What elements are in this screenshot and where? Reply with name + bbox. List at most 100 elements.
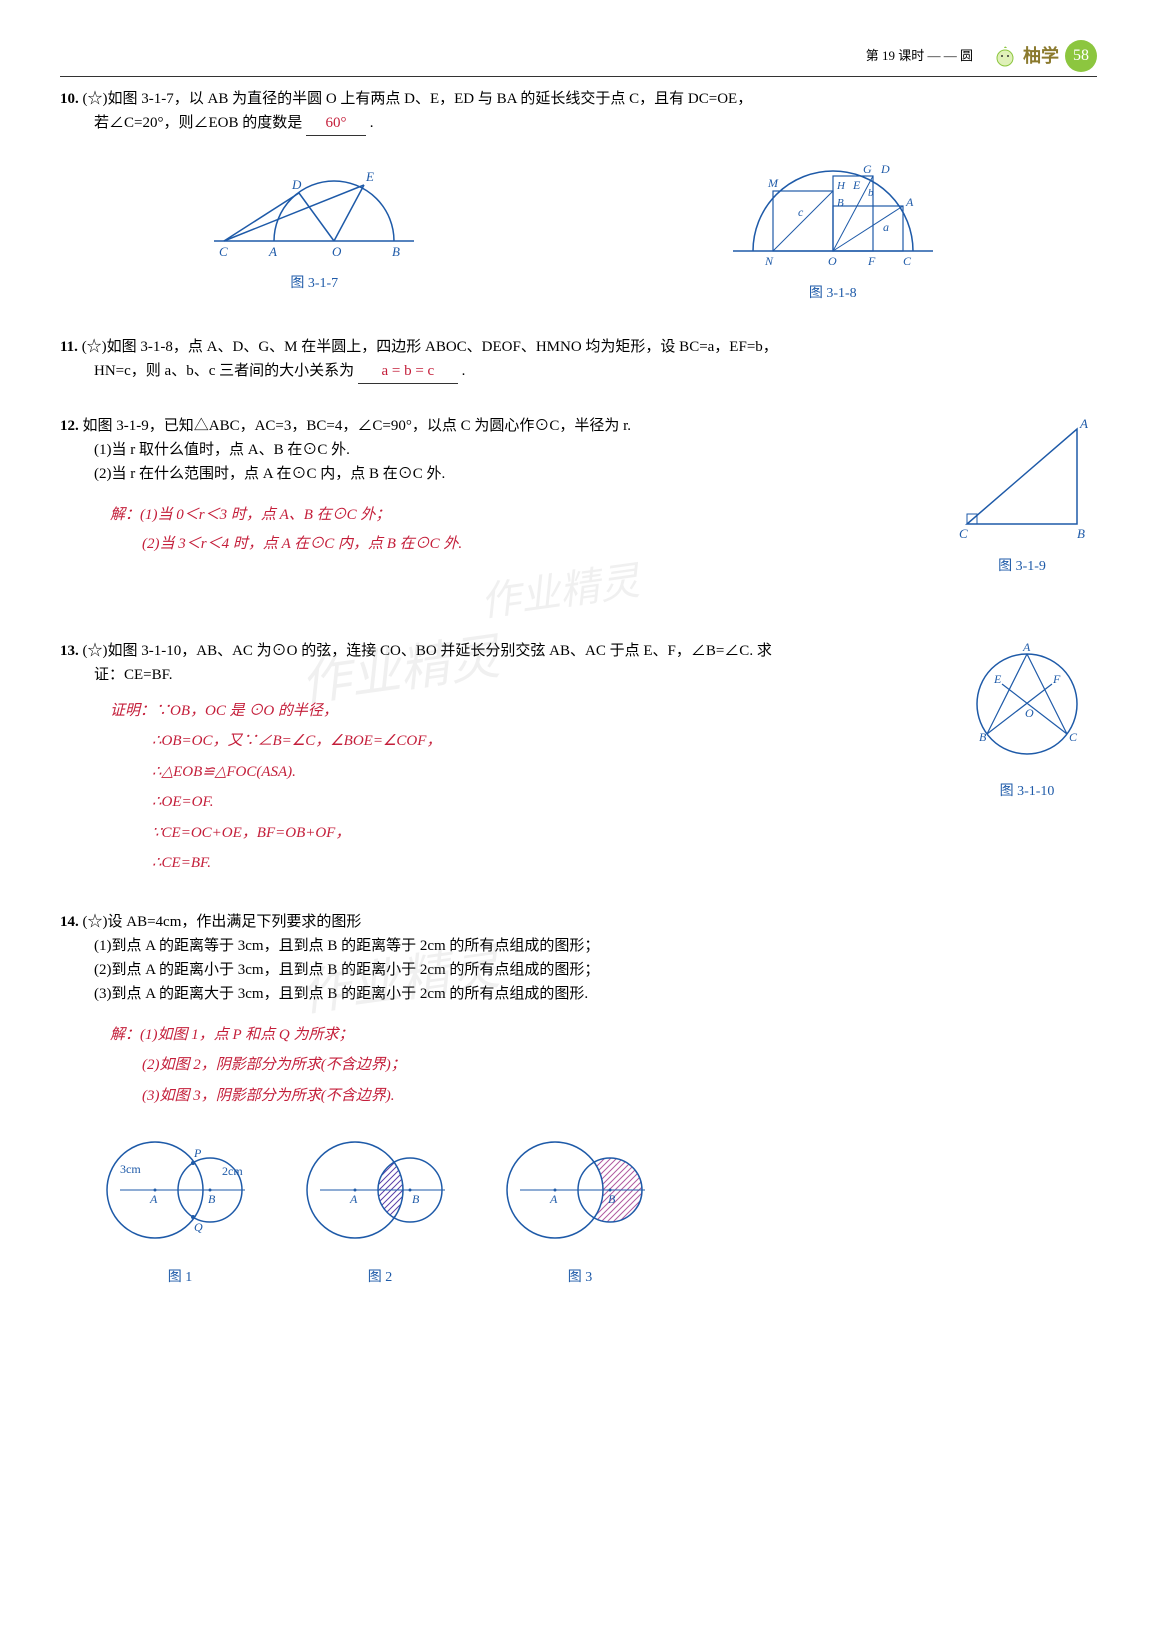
q13-p6: ∴CE=BF. (152, 849, 1097, 878)
page-number-badge: 58 (1065, 40, 1097, 72)
q11-body2: HN=c，则 a、b、c 三者间的大小关系为 (94, 363, 354, 379)
svg-text:D: D (291, 177, 302, 192)
q10-body1: (☆)如图 3-1-7，以 AB 为直径的半圆 O 上有两点 D、E，ED 与 … (83, 91, 753, 107)
q14-sub1: (1)到点 A 的距离等于 3cm，且到点 B 的距离等于 2cm 的所有点组成… (94, 938, 599, 954)
svg-text:A: A (1022, 640, 1031, 654)
q10-body2: 若∠C=20°，则∠EOB 的度数是 (94, 115, 302, 131)
q13-body1: (☆)如图 3-1-10，AB、AC 为⊙O 的弦，连接 CO、BO 并延长分别… (83, 643, 772, 659)
svg-text:a: a (883, 220, 889, 234)
svg-text:E: E (852, 178, 861, 192)
svg-text:H: H (836, 180, 846, 192)
fig-3-1-10-caption: 图 3-1-10 (957, 781, 1097, 803)
q14-num: 14. (60, 914, 79, 930)
svg-text:B: B (979, 730, 987, 744)
q12-sub2: (2)当 r 在什么范围时，点 A 在⊙C 内，点 B 在⊙C 外. (94, 466, 445, 482)
svg-text:3cm: 3cm (120, 1162, 141, 1176)
svg-text:B: B (1077, 526, 1085, 541)
q13-body2: 证：CE=BF. (94, 667, 173, 683)
q14-figures: 3cm 2cm A B P Q 图 1 (100, 1125, 1097, 1289)
question-11: 11. (☆)如图 3-1-8，点 A、D、G、M 在半圆上，四边形 ABOC、… (60, 335, 1097, 384)
question-12: C B A 图 3-1-9 12. 如图 3-1-9，已知△ABC，AC=3，B… (60, 414, 1097, 578)
fig1-caption: 图 1 (100, 1267, 260, 1289)
q14-sol3: (3)如图 3，阴影部分为所求(不含边界). (142, 1082, 1097, 1111)
q13-p1: ∵OB，OC 是 ⊙O 的半径， (155, 703, 338, 719)
svg-text:A: A (905, 195, 914, 209)
svg-text:A: A (549, 1192, 558, 1206)
q12-sub1: (1)当 r 取什么值时，点 A、B 在⊙C 外. (94, 442, 350, 458)
q11-num: 11. (60, 339, 78, 355)
svg-text:C: C (959, 526, 968, 541)
q12-sol2: (2)当 3＜r＜4 时，点 A 在⊙C 内，点 B 在⊙C 外. (142, 536, 462, 552)
fig-3-1-9-caption: 图 3-1-9 (947, 556, 1097, 578)
svg-text:C: C (1069, 730, 1078, 744)
svg-text:O: O (1025, 706, 1034, 720)
q10-figures: C A O B D E 图 3-1-7 M H G (60, 151, 1097, 305)
svg-text:Q: Q (194, 1220, 203, 1234)
q14-sol-label: 解： (110, 1027, 140, 1043)
q12-num: 12. (60, 418, 79, 434)
svg-text:B: B (208, 1192, 216, 1206)
q14-sol1: (1)如图 1，点 P 和点 Q 为所求； (140, 1027, 353, 1043)
q13-num: 13. (60, 643, 79, 659)
svg-text:C: C (219, 244, 228, 259)
svg-text:2cm: 2cm (222, 1164, 243, 1178)
q12-sol-label: 解： (110, 507, 140, 523)
figure-1: 3cm 2cm A B P Q 图 1 (100, 1125, 260, 1289)
question-13: A B C E F O 图 3-1-10 13. (☆)如图 3-1-10，AB… (60, 639, 1097, 880)
question-10: 10. (☆)如图 3-1-7，以 AB 为直径的半圆 O 上有两点 D、E，E… (60, 87, 1097, 305)
page-header: 第 19 课时 — — 圆 柚学 58 (60, 40, 1097, 77)
svg-text:B: B (837, 197, 844, 209)
pomelo-icon (993, 44, 1017, 68)
figure-3-1-8: M H G D E B A c b a N O F C 图 3-1-8 (713, 151, 953, 305)
logo-box: 柚学 58 (993, 40, 1097, 72)
figure-3: A B 图 3 (500, 1125, 660, 1289)
q13-p2: ∴OB=OC，又∵∠B=∠C，∠BOE=∠COF， (152, 727, 1097, 756)
logo-text: 柚学 (1023, 42, 1059, 71)
fig-3-1-8-caption: 图 3-1-8 (713, 283, 953, 305)
svg-text:A: A (1079, 416, 1088, 431)
q14-body: (☆)设 AB=4cm，作出满足下列要求的图形 (83, 914, 362, 930)
question-14: 14. (☆)设 AB=4cm，作出满足下列要求的图形 (1)到点 A 的距离等… (60, 910, 1097, 1290)
svg-text:E: E (365, 169, 374, 184)
figure-3-1-9: C B A 图 3-1-9 (947, 414, 1097, 578)
q13-proof-label: 证明： (110, 703, 155, 719)
q14-sol2: (2)如图 2，阴影部分为所求(不含边界)； (142, 1051, 1097, 1080)
svg-text:B: B (412, 1192, 420, 1206)
q10-period: . (370, 115, 374, 131)
svg-text:F: F (1052, 672, 1061, 686)
svg-text:A: A (268, 244, 277, 259)
svg-text:C: C (903, 254, 912, 268)
q14-sub2: (2)到点 A 的距离小于 3cm，且到点 B 的距离小于 2cm 的所有点组成… (94, 962, 599, 978)
q14-solution: 解：(1)如图 1，点 P 和点 Q 为所求； (2)如图 2，阴影部分为所求(… (110, 1021, 1097, 1111)
q10-num: 10. (60, 91, 79, 107)
svg-text:O: O (828, 254, 837, 268)
q13-proof: 证明：∵OB，OC 是 ⊙O 的半径， ∴OB=OC，又∵∠B=∠C，∠BOE=… (110, 697, 1097, 878)
fig-3-1-7-caption: 图 3-1-7 (204, 273, 424, 295)
q10-text: 10. (☆)如图 3-1-7，以 AB 为直径的半圆 O 上有两点 D、E，E… (60, 87, 1097, 136)
fig3-caption: 图 3 (500, 1267, 660, 1289)
svg-text:P: P (193, 1146, 202, 1160)
q13-p3: ∴△EOB≌△FOC(ASA). (152, 758, 1097, 787)
svg-text:A: A (349, 1192, 358, 1206)
svg-text:M: M (767, 176, 779, 190)
svg-text:G: G (863, 162, 872, 176)
svg-text:b: b (868, 187, 874, 199)
svg-text:A: A (149, 1192, 158, 1206)
q11-answer: a = b = c (358, 359, 458, 384)
svg-text:B: B (392, 244, 400, 259)
q13-p5: ∵CE=OC+OE，BF=OB+OF， (152, 819, 1097, 848)
fig2-caption: 图 2 (300, 1267, 460, 1289)
svg-text:c: c (798, 205, 804, 219)
svg-text:N: N (764, 254, 774, 268)
figure-3-1-10: A B C E F O 图 3-1-10 (957, 639, 1097, 803)
svg-text:B: B (608, 1192, 616, 1206)
q11-period: . (462, 363, 466, 379)
q14-sub3: (3)到点 A 的距离大于 3cm，且到点 B 的距离小于 2cm 的所有点组成… (94, 986, 588, 1002)
svg-text:F: F (867, 254, 876, 268)
figure-2: A B 图 2 (300, 1125, 460, 1289)
chapter-title: 第 19 课时 — — 圆 (866, 46, 973, 67)
figure-3-1-7: C A O B D E 图 3-1-7 (204, 151, 424, 305)
q10-answer: 60° (306, 111, 366, 136)
q13-p4: ∴OE=OF. (152, 788, 1097, 817)
svg-text:O: O (332, 244, 342, 259)
